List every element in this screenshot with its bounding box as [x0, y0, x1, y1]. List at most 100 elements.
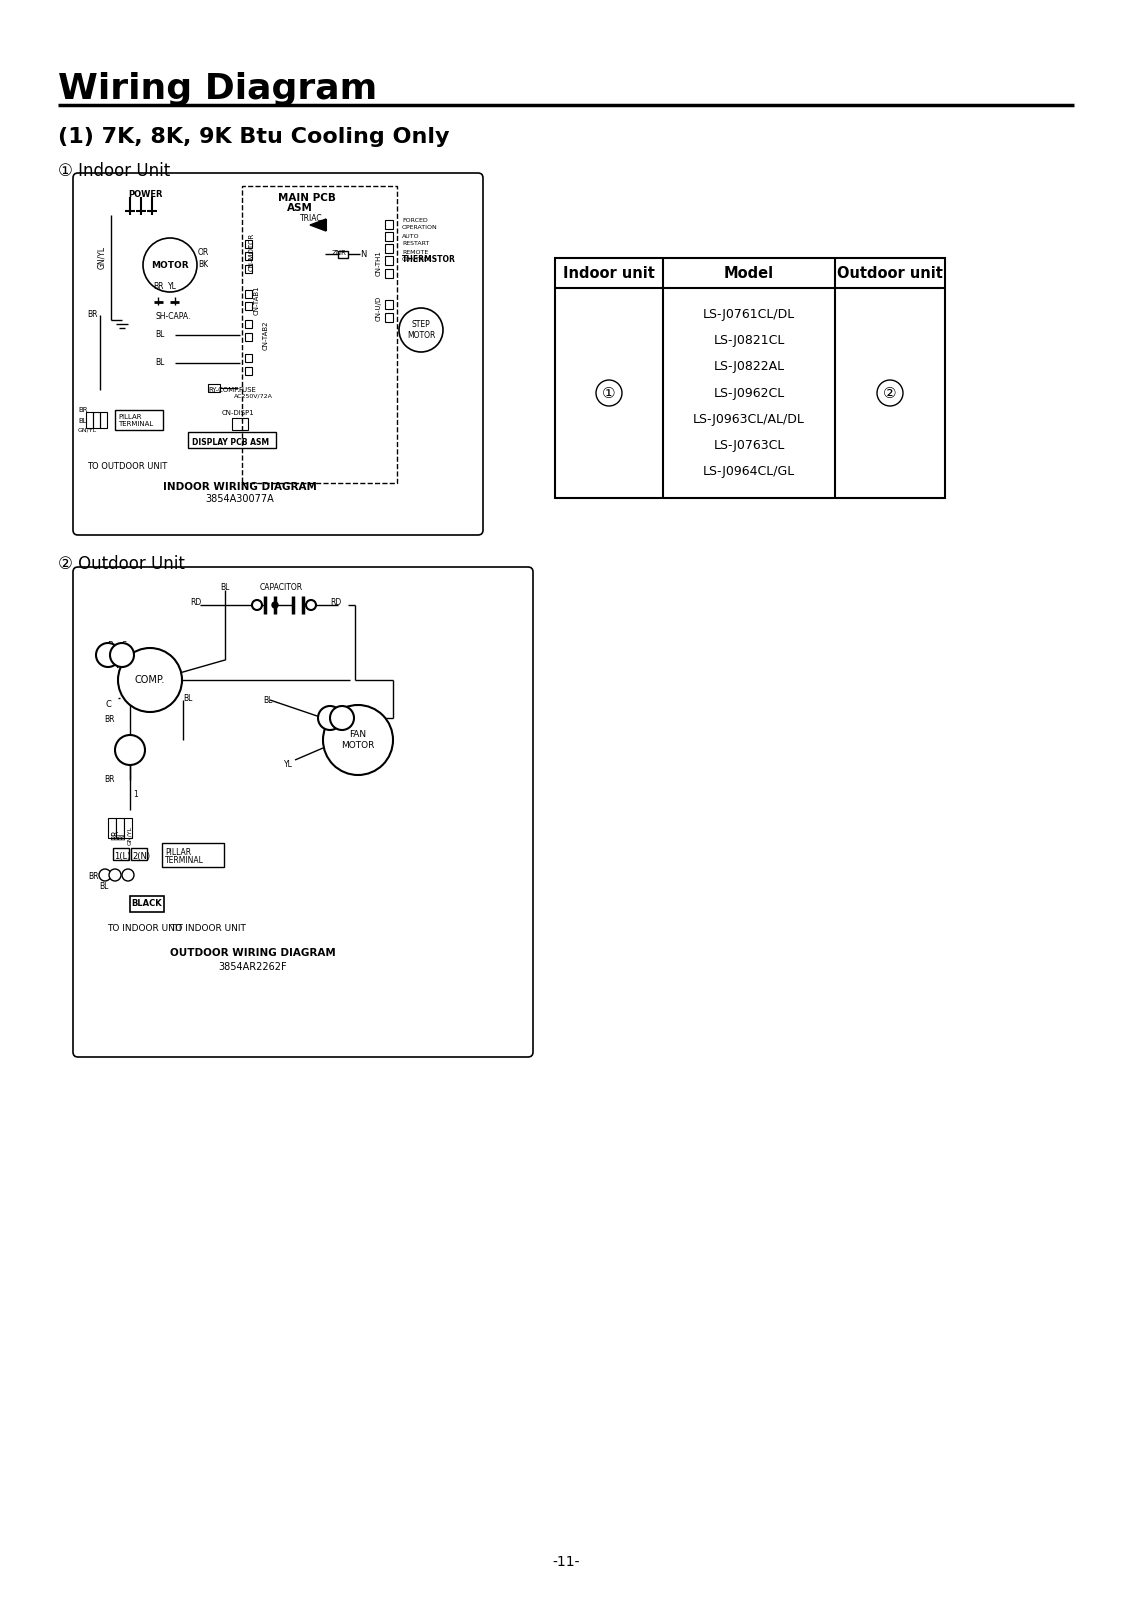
Bar [208, 384, 220, 392]
Text: TO OUTDOOR UNIT: TO OUTDOOR UNIT [87, 462, 168, 470]
Text: C: C [106, 701, 112, 709]
Text: OPERATION: OPERATION [402, 226, 438, 230]
Text: ②: ② [883, 386, 897, 400]
Text: CN-MOTOR: CN-MOTOR [249, 234, 255, 270]
Text: LS-J0821CL: LS-J0821CL [713, 334, 784, 347]
Text: OUTDOOR WIRING DIAGRAM: OUTDOOR WIRING DIAGRAM [170, 947, 336, 958]
Text: -11-: -11- [552, 1555, 580, 1570]
Circle shape [110, 643, 134, 667]
Text: SH-CAPA.: SH-CAPA. [155, 312, 190, 322]
Bar [242, 186, 397, 483]
Circle shape [98, 869, 111, 882]
Text: BL: BL [98, 882, 109, 891]
Text: TERMINAL: TERMINAL [118, 421, 153, 427]
Text: YL: YL [168, 282, 177, 291]
Text: LS-J0964CL/GL: LS-J0964CL/GL [703, 466, 795, 478]
Text: R: R [108, 642, 113, 650]
Text: ② Outdoor Unit: ② Outdoor Unit [58, 555, 185, 573]
Text: CN-DISP1: CN-DISP1 [222, 410, 255, 416]
Bar [100, 411, 108, 427]
Text: LS-J0963CL/AL/DL: LS-J0963CL/AL/DL [693, 413, 805, 426]
Text: ① Indoor Unit: ① Indoor Unit [58, 162, 170, 179]
Bar [385, 314, 393, 322]
Circle shape [331, 706, 354, 730]
Text: TO INDOOR UNIT: TO INDOOR UNIT [170, 925, 246, 933]
Text: BK: BK [198, 259, 208, 269]
Text: STEP
MOTOR: STEP MOTOR [406, 320, 435, 339]
Text: ①: ① [602, 386, 616, 400]
Text: BL: BL [155, 330, 164, 339]
Text: FUSE: FUSE [238, 387, 256, 394]
Bar [245, 333, 252, 341]
Text: POWER: POWER [128, 190, 163, 198]
Bar [385, 232, 393, 242]
Circle shape [143, 238, 197, 291]
Text: CN-TH1: CN-TH1 [376, 250, 381, 275]
Text: BR: BR [87, 310, 97, 318]
Bar [245, 320, 252, 328]
Text: Wiring Diagram: Wiring Diagram [58, 72, 377, 106]
Polygon shape [310, 219, 326, 230]
Text: BL: BL [155, 358, 164, 366]
Text: RESTART: RESTART [402, 242, 429, 246]
Text: CONTROL: CONTROL [402, 258, 432, 262]
Text: BLACK: BLACK [131, 899, 162, 909]
Text: THERMSTOR: THERMSTOR [402, 254, 456, 264]
Text: Outdoor unit: Outdoor unit [837, 266, 943, 280]
Bar [245, 240, 252, 248]
Text: MOTOR: MOTOR [152, 261, 189, 269]
FancyBboxPatch shape [72, 173, 483, 534]
Text: ASM: ASM [288, 203, 312, 213]
Text: TRIAC: TRIAC [300, 214, 323, 222]
Circle shape [96, 643, 120, 667]
Text: N: N [360, 250, 367, 259]
Bar [385, 219, 393, 229]
Text: S: S [121, 642, 127, 650]
Text: CAPACITOR: CAPACITOR [260, 582, 303, 592]
Text: MAIN PCB: MAIN PCB [278, 194, 336, 203]
Text: GN/YL: GN/YL [97, 245, 106, 269]
Text: COMP.: COMP. [135, 675, 165, 685]
Text: (1) 7K, 8K, 9K Btu Cooling Only: (1) 7K, 8K, 9K Btu Cooling Only [58, 126, 449, 147]
Text: DISPLAY PCB ASM: DISPLAY PCB ASM [192, 438, 269, 446]
Text: TO INDOOR UNIT: TO INDOOR UNIT [108, 925, 183, 933]
Bar [338, 251, 348, 258]
Text: GN/YL: GN/YL [128, 826, 132, 845]
Bar [245, 302, 252, 310]
Circle shape [323, 706, 393, 774]
Circle shape [115, 734, 145, 765]
Bar [86, 411, 93, 427]
Bar [232, 418, 248, 430]
Bar [245, 366, 252, 374]
Circle shape [318, 706, 342, 730]
Circle shape [306, 600, 316, 610]
Bar [131, 848, 147, 861]
Text: LS-J0763CL: LS-J0763CL [713, 438, 784, 451]
Bar [115, 818, 125, 838]
Bar [555, 258, 945, 498]
Circle shape [122, 869, 134, 882]
Bar [130, 896, 164, 912]
Text: 3854AR2262F: 3854AR2262F [218, 962, 288, 971]
Text: BL: BL [78, 418, 87, 424]
Bar [113, 848, 129, 861]
Circle shape [109, 869, 121, 882]
Text: Model: Model [724, 266, 774, 280]
Text: RY-COMP.: RY-COMP. [208, 387, 240, 394]
Circle shape [398, 307, 443, 352]
Text: 1(L): 1(L) [114, 851, 130, 861]
Text: RD: RD [331, 598, 341, 606]
Circle shape [597, 379, 621, 406]
Text: BL: BL [119, 830, 128, 840]
Text: Indoor unit: Indoor unit [563, 266, 655, 280]
Text: ZNR: ZNR [332, 250, 346, 256]
Bar [93, 411, 100, 427]
Bar [108, 818, 115, 838]
Bar [125, 818, 132, 838]
Text: INDOOR WIRING DIAGRAM: INDOOR WIRING DIAGRAM [163, 482, 317, 493]
Bar [162, 843, 224, 867]
Text: AUTO: AUTO [402, 234, 420, 238]
Text: BL: BL [263, 696, 273, 706]
Text: CN-TAB2: CN-TAB2 [263, 320, 269, 350]
Text: PILLAR: PILLAR [165, 848, 191, 858]
